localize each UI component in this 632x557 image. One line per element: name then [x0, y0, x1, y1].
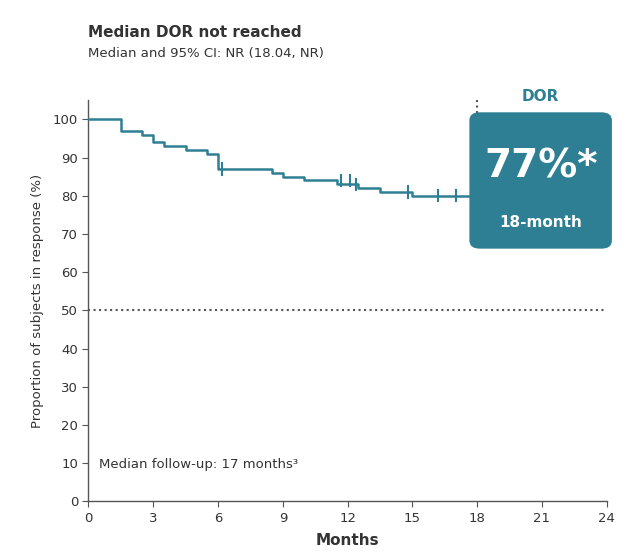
FancyBboxPatch shape: [470, 113, 612, 248]
Text: DOR: DOR: [522, 89, 559, 104]
Text: 77%*: 77%*: [484, 147, 597, 185]
Text: Median follow-up: 17 months³: Median follow-up: 17 months³: [99, 458, 298, 471]
Text: Median and 95% CI: NR (18.04, NR): Median and 95% CI: NR (18.04, NR): [88, 47, 324, 60]
X-axis label: Months: Months: [316, 533, 379, 548]
Text: Median DOR not reached: Median DOR not reached: [88, 25, 302, 40]
Text: 18-month: 18-month: [499, 215, 582, 230]
Y-axis label: Proportion of subjects in response (%): Proportion of subjects in response (%): [32, 174, 44, 428]
